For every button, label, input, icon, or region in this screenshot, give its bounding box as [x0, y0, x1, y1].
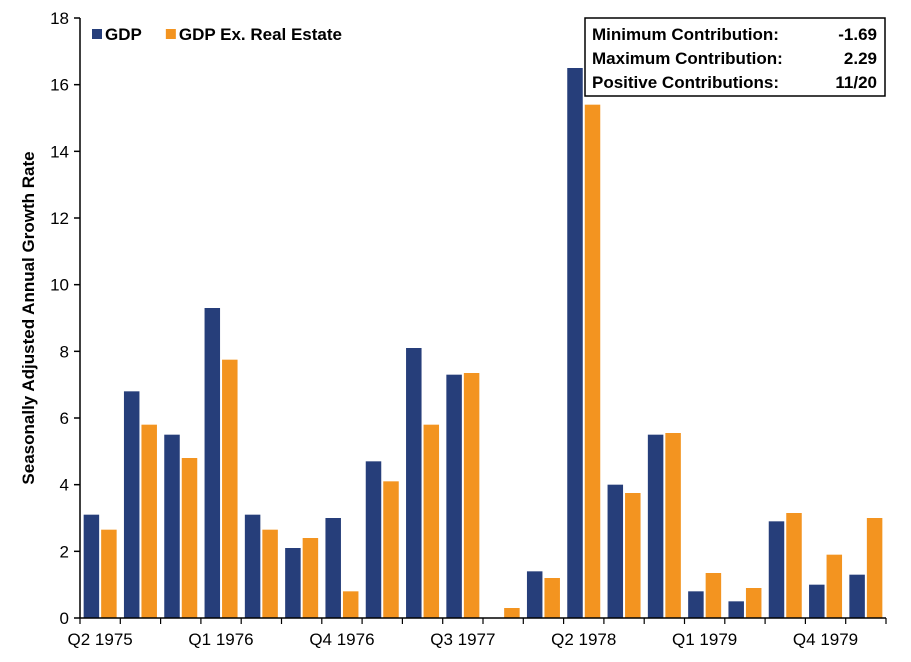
- legend-label-gdp-ex-real-estate: GDP Ex. Real Estate: [179, 25, 342, 44]
- bar-gdp-ex-real-estate: [705, 573, 722, 618]
- stats-value: 2.29: [844, 49, 877, 68]
- stats-label: Minimum Contribution:: [592, 25, 779, 44]
- y-tick-label: 14: [50, 142, 69, 161]
- bar-gdp-ex-real-estate: [463, 373, 480, 618]
- stats-label: Maximum Contribution:: [592, 49, 783, 68]
- bar-gdp-ex-real-estate: [504, 608, 520, 618]
- bar-gdp-ex-real-estate: [262, 529, 278, 618]
- bar-gdp: [607, 484, 624, 618]
- x-tick-label: Q4 1976: [309, 630, 374, 649]
- bar-gdp: [244, 514, 261, 618]
- bar-gdp: [526, 571, 543, 618]
- y-tick-label: 4: [60, 476, 69, 495]
- stats-box: Minimum Contribution: -1.69 Maximum Contri…: [584, 17, 886, 97]
- axes-group: [79, 18, 886, 619]
- bar-gdp: [204, 308, 221, 618]
- y-tick-label: 16: [50, 76, 69, 95]
- bar-gdp-ex-real-estate: [826, 554, 843, 618]
- stats-label: Positive Contributions:: [592, 73, 779, 92]
- bar-gdp-ex-real-estate: [866, 518, 883, 618]
- bar-gdp: [809, 584, 825, 618]
- bar-gdp-ex-real-estate: [302, 538, 319, 618]
- bar-gdp: [768, 521, 785, 618]
- x-tick-label: Q2 1975: [68, 630, 133, 649]
- x-tick-label: Q2 1978: [551, 630, 616, 649]
- y-tick-label: 0: [60, 609, 69, 628]
- y-tick-label: 2: [60, 542, 69, 561]
- bar-gdp-ex-real-estate: [181, 458, 198, 618]
- y-tick-label: 6: [60, 409, 69, 428]
- x-tick-label: Q3 1977: [430, 630, 495, 649]
- stats-value: -1.69: [838, 25, 877, 44]
- bar-gdp-ex-real-estate: [222, 359, 238, 618]
- x-ticks-group: Q2 1975 Q1 1976 Q4 1976 Q3 1977 Q2 1978 Q1 19…: [68, 618, 887, 649]
- x-tick-label: Q1 1976: [188, 630, 253, 649]
- bar-gdp: [647, 434, 664, 618]
- legend-swatch-gdp: [92, 29, 102, 39]
- bar-gdp-ex-real-estate: [342, 591, 359, 618]
- bar-gdp-ex-real-estate: [101, 529, 117, 618]
- x-tick-label: Q4 1979: [793, 630, 858, 649]
- bar-gdp-ex-real-estate: [141, 424, 157, 618]
- bar-gdp: [285, 548, 301, 618]
- bar-gdp: [728, 601, 744, 618]
- legend: GDP GDP Ex. Real Estate: [92, 25, 342, 44]
- y-ticks-group: 0 2 4 6 8 10 12 14 16 18: [50, 9, 80, 628]
- bar-gdp: [406, 348, 422, 618]
- bar-gdp-ex-real-estate: [745, 588, 762, 618]
- bar-gdp: [365, 461, 382, 618]
- bar-gdp-ex-real-estate: [383, 481, 399, 618]
- bar-gdp-ex-real-estate: [544, 578, 560, 618]
- x-tick-label: Q1 1979: [672, 630, 737, 649]
- y-tick-label: 10: [50, 276, 69, 295]
- bar-gdp: [325, 518, 341, 618]
- bar-gdp: [446, 374, 462, 618]
- bar-gdp: [567, 68, 583, 618]
- bar-gdp: [849, 574, 865, 618]
- bar-gdp-ex-real-estate: [423, 424, 440, 618]
- bar-gdp-ex-real-estate: [625, 493, 641, 618]
- bar-gdp: [123, 391, 140, 618]
- y-tick-label: 12: [50, 209, 69, 228]
- y-axis-title: Seasonally Adjusted Annual Growth Rate: [19, 151, 38, 484]
- bar-gdp-ex-real-estate: [584, 104, 601, 619]
- stats-value: 11/20: [835, 73, 877, 92]
- legend-label-gdp: GDP: [105, 25, 142, 44]
- y-tick-label: 8: [60, 342, 69, 361]
- bar-gdp: [164, 434, 180, 618]
- bar-gdp-ex-real-estate: [665, 433, 681, 618]
- bars-group: [83, 68, 883, 619]
- legend-swatch-gdp-ex-real-estate: [165, 29, 176, 39]
- bar-gdp: [688, 591, 704, 618]
- y-tick-label: 18: [50, 9, 69, 28]
- bar-gdp: [83, 514, 100, 618]
- stats-box-border: [584, 17, 886, 97]
- bar-gdp-ex-real-estate: [786, 513, 802, 618]
